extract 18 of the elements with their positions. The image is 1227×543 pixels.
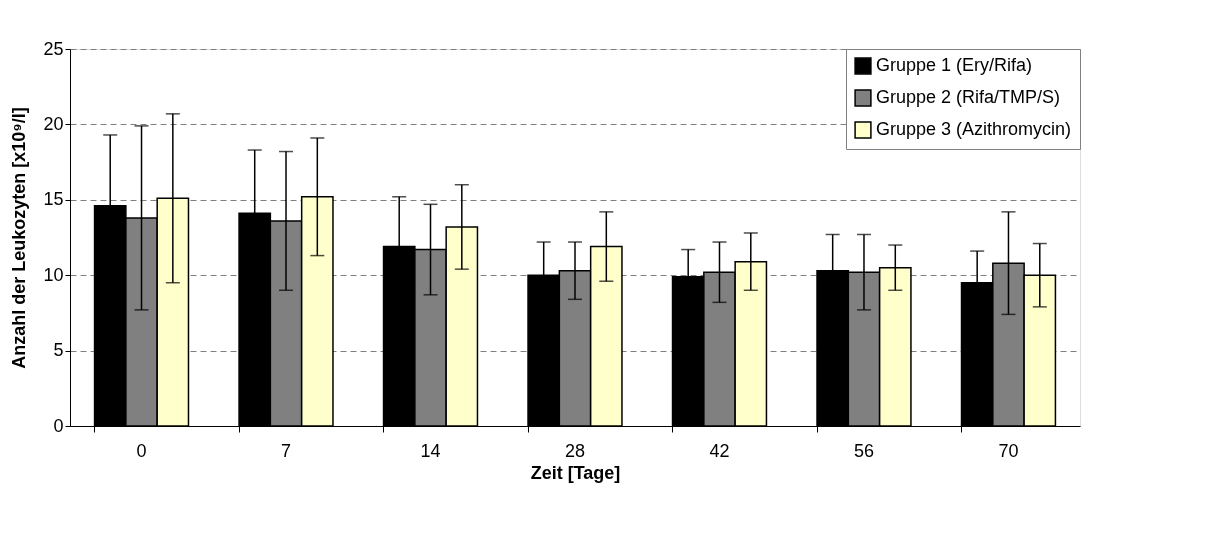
x-tick-label: 42 (709, 440, 730, 461)
y-tick-label: 5 (53, 340, 64, 361)
y-axis-title: Anzahl der Leukozyten [x10⁹/l] (9, 107, 30, 369)
x-tick-label: 7 (281, 440, 292, 461)
x-tick-label: 0 (136, 440, 147, 461)
legend-label: Gruppe 3 (Azithromycin) (876, 119, 1072, 139)
y-tick-label: 0 (53, 415, 64, 436)
x-tick-label: 56 (853, 440, 874, 461)
x-axis-title: Zeit [Tage] (530, 462, 621, 483)
y-tick-label: 15 (43, 189, 64, 210)
legend-label: Gruppe 1 (Ery/Rifa) (876, 55, 1033, 75)
x-tick-label: 14 (420, 440, 441, 461)
x-tick-label: 28 (564, 440, 586, 461)
x-tick-label: 70 (998, 440, 1019, 461)
y-tick-label: 25 (43, 38, 64, 59)
y-tick-label: 20 (43, 113, 64, 134)
legend-label: Gruppe 2 (Rifa/TMP/S) (876, 87, 1061, 107)
y-tick-label: 10 (43, 264, 64, 285)
